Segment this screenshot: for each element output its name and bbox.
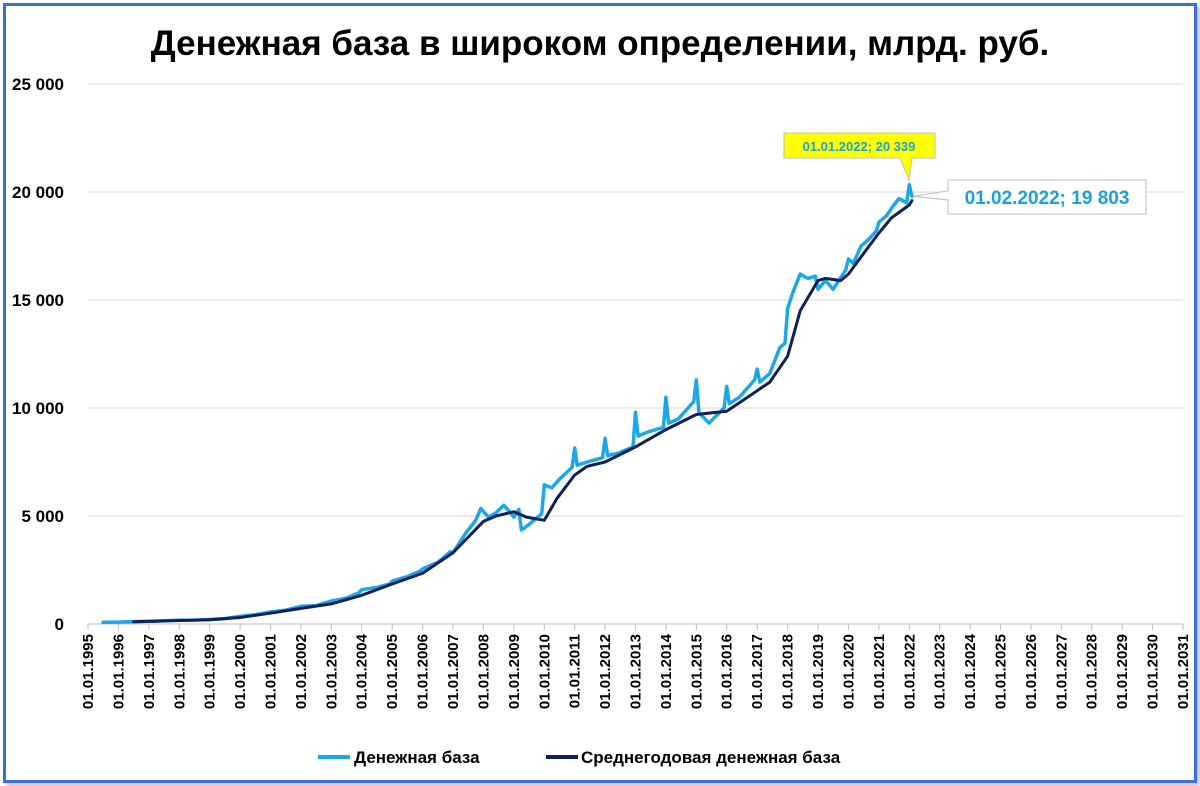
x-tick-label: 01.01.2001 <box>263 634 280 709</box>
x-tick-label: 01.01.2022 <box>901 634 918 709</box>
series-money-base-line <box>101 182 914 625</box>
y-tick-label: 15 000 <box>12 291 64 310</box>
x-tick-label: 01.01.2011 <box>567 634 584 708</box>
x-tick-label: 01.01.2003 <box>323 634 340 709</box>
series-avg-money-base-line <box>132 199 914 624</box>
x-tick-label: 01.01.2031 <box>1175 634 1192 709</box>
x-tick-label: 01.01.1995 <box>80 634 97 709</box>
legend-label-money-base: Денежная база <box>354 748 480 767</box>
chart-title: Денежная база в широком определении, млр… <box>151 24 1049 63</box>
x-tick-label: 01.01.2023 <box>932 634 949 709</box>
x-tick-label: 01.01.2024 <box>962 633 979 709</box>
x-tick-label: 01.01.2000 <box>232 634 249 709</box>
y-tick-label: 25 000 <box>12 75 64 94</box>
x-axis: 01.01.1995 01.01.1996 01.01.1997 01.01.1998… <box>80 624 1192 709</box>
x-tick-label: 01.01.2025 <box>993 634 1010 709</box>
x-tick-label: 01.01.2008 <box>475 634 492 709</box>
annotation-callout-feb <box>913 179 1147 215</box>
x-tick-label: 01.01.1997 <box>141 634 158 709</box>
x-tick-label: 01.01.2016 <box>719 634 736 709</box>
y-axis-ticks: 0 5 000 10 000 15 000 20 000 25 000 <box>12 75 64 634</box>
grid-lines <box>88 83 1183 625</box>
x-tick-label: 01.01.2029 <box>1114 634 1131 709</box>
x-tick-label: 01.01.2021 <box>871 634 888 709</box>
x-tick-label: 01.01.2027 <box>1053 634 1070 709</box>
x-tick-label: 01.01.1996 <box>110 634 127 709</box>
x-tick-label: 01.01.2018 <box>780 634 797 709</box>
x-tick-label: 01.01.2009 <box>506 634 523 709</box>
x-tick-label: 01.01.2019 <box>810 634 827 709</box>
x-tick-label: 01.01.2026 <box>1023 634 1040 709</box>
annotation-label-jan: 01.01.2022; 20 339 <box>803 139 916 154</box>
x-tick-label: 01.01.2020 <box>840 634 857 709</box>
x-tick-label: 01.01.1998 <box>171 634 188 709</box>
y-tick-label: 10 000 <box>12 399 64 418</box>
x-tick-label: 01.01.2015 <box>688 634 705 709</box>
x-tick-label: 01.01.2004 <box>354 633 371 709</box>
chart-frame <box>3 3 1197 783</box>
x-tick-label: 01.01.2017 <box>749 634 766 709</box>
y-tick-label: 0 <box>55 615 64 634</box>
legend: Денежная база Среднегодовая денежная баз… <box>318 748 841 767</box>
x-tick-label: 01.01.2028 <box>1084 634 1101 709</box>
x-tick-label: 01.01.2012 <box>597 634 614 709</box>
x-tick-label: 01.01.2010 <box>536 634 553 709</box>
x-tick-label: 01.01.2005 <box>384 634 401 709</box>
x-tick-label: 01.01.1999 <box>202 634 219 709</box>
x-tick-label: 01.01.2007 <box>445 634 462 709</box>
annotations: 01.01.2022; 20 339 01.02.2022; 19 803 <box>783 132 1147 215</box>
x-tick-label: 01.01.2006 <box>415 634 432 709</box>
x-tick-label: 01.01.2030 <box>1145 634 1162 709</box>
y-tick-label: 5 000 <box>21 507 64 526</box>
x-tick-label: 01.01.2002 <box>293 634 310 709</box>
legend-label-avg-money-base: Среднегодовая денежная база <box>581 748 841 767</box>
series-lines <box>101 182 914 625</box>
annotation-label-feb: 01.02.2022; 19 803 <box>965 188 1130 209</box>
y-tick-label: 20 000 <box>12 183 64 202</box>
annotation-callout-jan <box>783 132 936 183</box>
x-tick-label: 01.01.2014 <box>658 633 675 709</box>
x-tick-label: 01.01.2013 <box>628 634 645 709</box>
